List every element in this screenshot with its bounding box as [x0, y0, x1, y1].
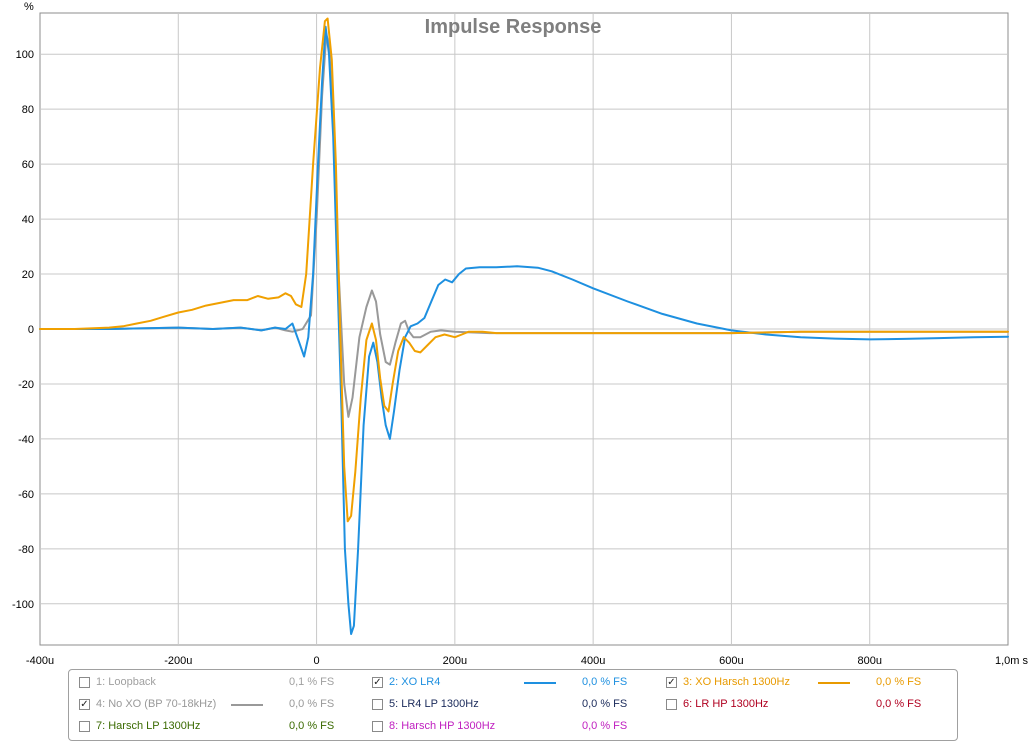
x-tick-label: -400u — [26, 655, 54, 667]
y-tick-label: -20 — [18, 379, 34, 391]
y-axis-unit-label: % — [24, 1, 34, 13]
legend-value: 0,0 % FS — [582, 676, 628, 688]
y-tick-label: -80 — [18, 544, 34, 556]
y-tick-label: 80 — [22, 104, 34, 116]
x-tick-label: -200u — [164, 655, 192, 667]
legend-item: 5: LR4 LP 1300Hz 0,0 % FS — [372, 698, 652, 714]
legend-item: ✓ 4: No XO (BP 70-18kHz) 0,0 % FS — [79, 698, 359, 714]
legend-value: 0,0 % FS — [582, 698, 628, 710]
legend-line-swatch — [524, 682, 556, 684]
legend-value: 0,0 % FS — [876, 698, 922, 710]
legend-panel: 1: Loopback 0,1 % FS ✓ 2: XO LR4 0,0 % FS ✓ 3:… — [68, 669, 958, 741]
y-tick-label: 0 — [28, 324, 34, 336]
y-tick-label: -60 — [18, 489, 34, 501]
impulse-response-chart: -400u -200u 0 200u 400u 600u 800u 1,0m s 100 80 6… — [12, 1, 1028, 667]
legend-value: 0,0 % FS — [876, 676, 922, 688]
grid-lines — [40, 13, 1008, 645]
legend-item: ✓ 3: XO Harsch 1300Hz 0,0 % FS — [666, 676, 946, 692]
series-line-2 — [39, 25, 1009, 635]
y-tick-label: -40 — [18, 434, 34, 446]
legend-checkbox[interactable]: ✓ — [372, 677, 383, 688]
y-tick-label: 100 — [16, 49, 34, 61]
legend-item: 7: Harsch LP 1300Hz 0,0 % FS — [79, 720, 359, 736]
legend-label: 1: Loopback — [96, 676, 156, 688]
legend-label: 2: XO LR4 — [389, 676, 441, 688]
legend-line-swatch — [818, 682, 850, 684]
legend-item: 8: Harsch HP 1300Hz 0,0 % FS — [372, 720, 652, 736]
legend-checkbox[interactable]: ✓ — [79, 699, 90, 710]
legend-checkbox[interactable] — [372, 699, 383, 710]
x-tick-label: 1,0m s — [995, 655, 1028, 667]
x-tick-label: 400u — [581, 655, 605, 667]
series-lines — [39, 17, 1009, 635]
legend-checkbox[interactable]: ✓ — [666, 677, 677, 688]
chart-title: Impulse Response — [425, 16, 602, 38]
y-tick-label: -100 — [12, 599, 34, 611]
legend-item: 1: Loopback 0,1 % FS — [79, 676, 359, 692]
legend-checkbox[interactable] — [372, 721, 383, 732]
x-tick-label: 0 — [314, 655, 320, 667]
x-tick-label: 800u — [857, 655, 881, 667]
legend-checkbox[interactable] — [79, 677, 90, 688]
y-axis-ticks: 100 80 60 40 20 0 -20 -40 -60 -80 -100 — [12, 49, 34, 611]
y-tick-label: 40 — [22, 214, 34, 226]
legend-item: ✓ 2: XO LR4 0,0 % FS — [372, 676, 652, 692]
legend-value: 0,0 % FS — [582, 720, 628, 732]
legend-line-swatch — [231, 704, 263, 706]
legend-label: 4: No XO (BP 70-18kHz) — [96, 698, 217, 710]
legend-checkbox[interactable] — [666, 699, 677, 710]
legend-item: 6: LR HP 1300Hz 0,0 % FS — [666, 698, 946, 714]
x-tick-label: 600u — [719, 655, 743, 667]
legend-label: 8: Harsch HP 1300Hz — [389, 720, 496, 732]
legend-label: 6: LR HP 1300Hz — [683, 698, 769, 710]
y-tick-label: 60 — [22, 159, 34, 171]
x-tick-label: 200u — [443, 655, 467, 667]
legend-checkbox[interactable] — [79, 721, 90, 732]
y-tick-label: 20 — [22, 269, 34, 281]
legend-label: 7: Harsch LP 1300Hz — [96, 720, 201, 732]
legend-label: 3: XO Harsch 1300Hz — [683, 676, 790, 688]
legend-value: 0,0 % FS — [289, 720, 335, 732]
legend-value: 0,1 % FS — [289, 676, 335, 688]
legend-value: 0,0 % FS — [289, 698, 335, 710]
legend-label: 5: LR4 LP 1300Hz — [389, 698, 479, 710]
x-axis-ticks: -400u -200u 0 200u 400u 600u 800u 1,0m s — [26, 655, 1028, 667]
series-line-3 — [39, 17, 1009, 523]
